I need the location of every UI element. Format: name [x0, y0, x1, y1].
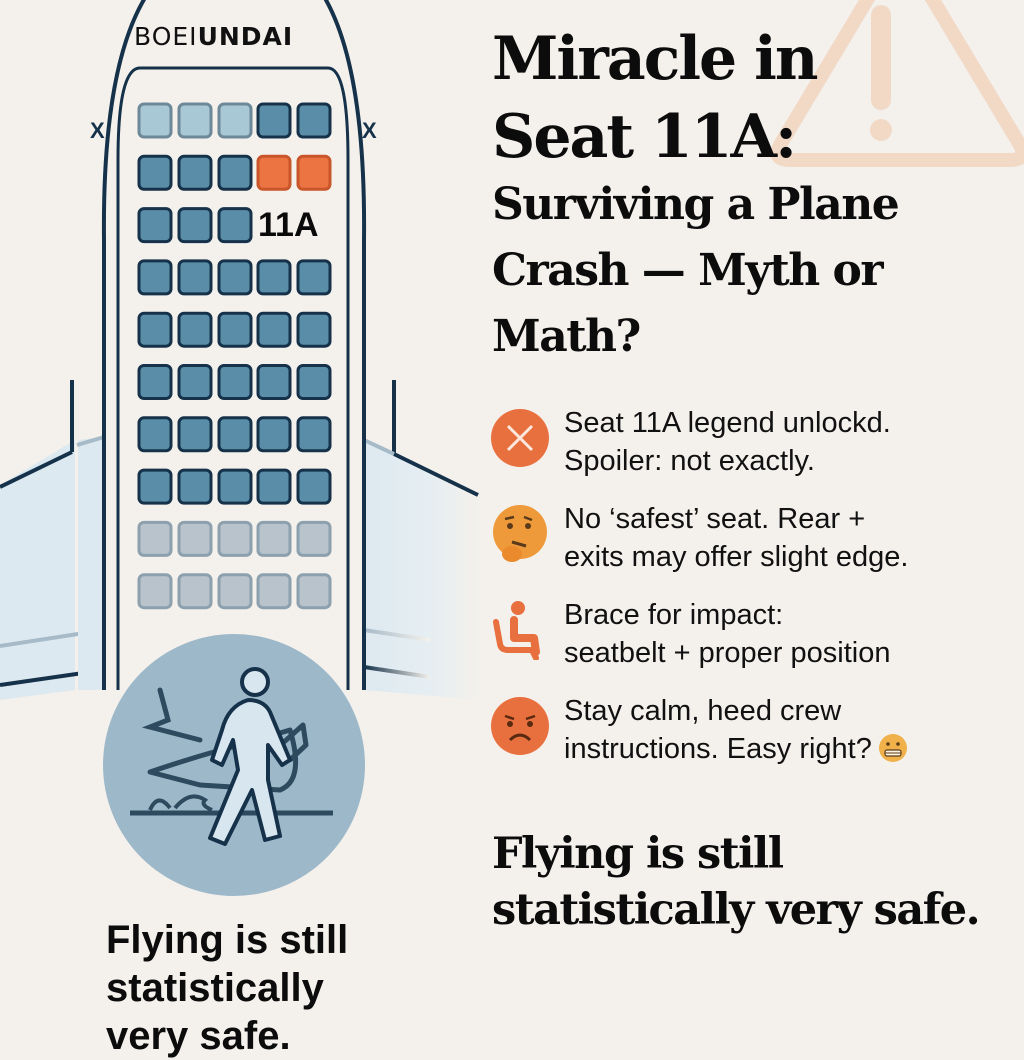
seat — [177, 207, 213, 244]
exit-mark-left: X — [90, 118, 105, 143]
fact-item: No ‘safest’ seat. Rear + exits may offer… — [490, 500, 1020, 574]
aircraft-brand-logo: BOEIUNDAI — [134, 22, 293, 51]
seat — [217, 364, 253, 400]
seat — [296, 311, 332, 348]
seat — [137, 154, 173, 191]
seat — [217, 259, 253, 296]
seat — [217, 207, 253, 244]
seat-11a-label: 11A — [258, 206, 319, 244]
brand-text-thin: BOEI — [134, 22, 198, 51]
grimacing-face-icon — [878, 734, 907, 762]
seat — [177, 259, 213, 296]
cabin-outline — [116, 66, 350, 690]
fact-text: Stay calm, heed crew instructions. Easy … — [564, 692, 908, 768]
seat — [137, 416, 173, 453]
fact-line: exits may offer slight edge. — [564, 541, 909, 573]
title-line: Miracle in — [492, 24, 819, 94]
fact-line: instructions. Easy right? — [564, 730, 908, 768]
fact-line: Stay calm, heed crew — [564, 695, 842, 727]
frowning-face-icon — [491, 697, 549, 755]
seat — [177, 311, 213, 348]
seat — [137, 259, 173, 296]
seat — [137, 102, 173, 139]
seat — [296, 416, 332, 453]
page-subtitle: Surviving a Plane Crash — Myth or Math? — [492, 179, 900, 362]
seat — [177, 573, 213, 610]
seat — [296, 259, 332, 296]
fact-text: No ‘safest’ seat. Rear + exits may offer… — [564, 500, 908, 576]
seat — [137, 520, 173, 557]
seat — [256, 520, 292, 557]
fact-line: Spoiler: not exactly. — [564, 445, 815, 477]
seat-highlighted — [256, 154, 292, 191]
seat — [256, 311, 292, 348]
seat — [217, 573, 253, 610]
fact-line: seatbelt + proper position — [564, 637, 891, 669]
left-caption: Flying is still statistically very safe. — [106, 916, 406, 1060]
closing-line: Flying is still — [492, 829, 784, 879]
seat — [256, 102, 292, 139]
seat — [296, 520, 332, 557]
closing-statement: Flying is still statistically very safe. — [492, 826, 1022, 938]
left-caption-line: statistically — [106, 966, 324, 1010]
fuselage-outline — [101, 0, 147, 690]
page-title: Miracle in Seat 11A: — [492, 20, 819, 176]
survivor-icon — [103, 634, 365, 896]
seat — [296, 573, 332, 610]
fact-text: Brace for impact: seatbelt + proper posi… — [564, 596, 890, 672]
seat — [217, 520, 253, 557]
brand-text-bold: UNDAI — [197, 22, 294, 51]
seat — [177, 102, 213, 139]
seat — [256, 364, 292, 400]
fact-item: Stay calm, heed crew instructions. Easy … — [490, 692, 1020, 766]
plane-seat-map-illustration: X X — [0, 0, 480, 896]
facts-list: Seat 11A legend unlockd. Spoiler: not ex… — [490, 404, 1020, 788]
seat — [296, 468, 332, 505]
left-caption-line: very safe. — [106, 1014, 291, 1058]
seat — [177, 154, 213, 191]
seat — [256, 259, 292, 296]
seat — [217, 468, 253, 505]
thinking-face-icon — [493, 505, 547, 562]
seat — [177, 364, 213, 400]
seat — [177, 520, 213, 557]
fact-line-text: instructions. Easy right? — [564, 733, 872, 765]
seat — [137, 364, 173, 400]
right-wing — [363, 380, 480, 700]
title-line: Seat 11A: — [492, 102, 797, 172]
closing-line: statistically very safe. — [492, 885, 981, 935]
fact-item: Seat 11A legend unlockd. Spoiler: not ex… — [490, 404, 1020, 478]
seat — [256, 573, 292, 610]
seat — [177, 468, 213, 505]
seat — [217, 416, 253, 453]
seat-grid — [137, 102, 332, 610]
x-circle-icon — [491, 409, 549, 467]
seat — [296, 102, 332, 139]
seat — [177, 416, 213, 453]
seat-highlighted — [296, 154, 332, 191]
seat — [137, 468, 173, 505]
seat — [137, 311, 173, 348]
seat — [256, 468, 292, 505]
exit-mark-right: X — [362, 118, 377, 143]
fact-text: Seat 11A legend unlockd. Spoiler: not ex… — [564, 404, 891, 480]
left-wing — [0, 380, 105, 700]
left-caption-line: Flying is still — [106, 918, 349, 962]
seat — [137, 207, 173, 244]
seat — [296, 364, 332, 400]
fact-line: No ‘safest’ seat. Rear + — [564, 503, 866, 535]
seat — [256, 416, 292, 453]
seat — [217, 102, 253, 139]
fact-item: Brace for impact: seatbelt + proper posi… — [490, 596, 1020, 670]
warning-triangle-icon — [770, 0, 1024, 167]
seat — [137, 573, 173, 610]
seat — [217, 154, 253, 191]
seated-person-icon — [493, 601, 540, 660]
fact-line: Brace for impact: — [564, 599, 784, 631]
seat — [217, 311, 253, 348]
fact-line: Seat 11A legend unlockd. — [564, 407, 891, 439]
